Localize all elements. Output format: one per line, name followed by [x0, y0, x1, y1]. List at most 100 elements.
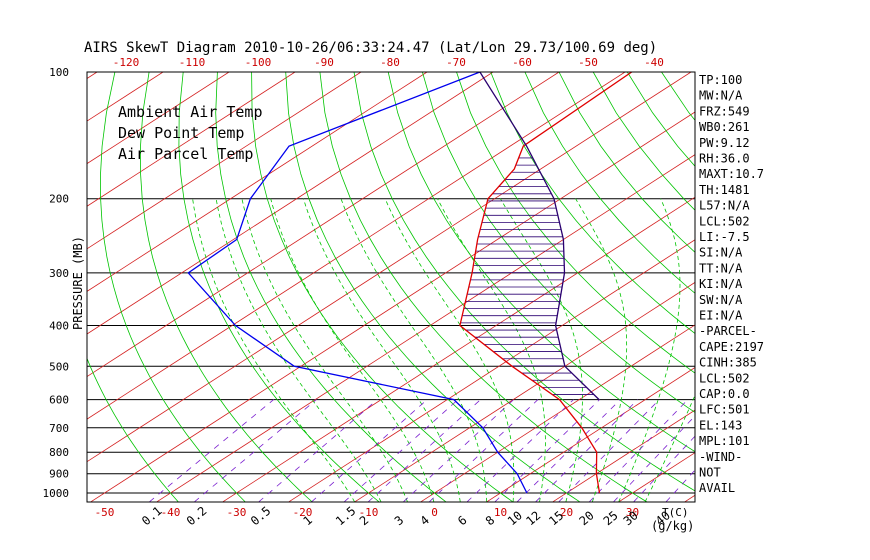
index-row: -PARCEL-	[699, 324, 757, 338]
mixing-ratio-line	[258, 399, 378, 502]
top-tick--60: -60	[512, 56, 532, 69]
moist-adiabat	[215, 198, 382, 502]
dry-adiabat	[661, 72, 695, 121]
moist-adiabat	[192, 198, 356, 502]
series-line-air-parcel-temp	[479, 72, 600, 401]
dry-adiabat	[422, 72, 695, 413]
pressure-label-500: 500	[49, 360, 69, 373]
mixing-ratio-line	[428, 399, 539, 502]
pressure-label-200: 200	[49, 193, 69, 206]
series-line-ambient-air-temp	[459, 72, 633, 494]
legend: Ambient Air Temp Dew Point Temp Air Parc…	[118, 103, 263, 163]
bottom-temperature-ticks: -50 -40 -30 -20 -10 0 10 20 30	[95, 506, 640, 519]
index-row: SI:N/A	[699, 246, 743, 260]
isotherm	[552, 409, 695, 502]
t-unit-label: T(C)	[662, 506, 689, 519]
legend-ambient: Ambient Air Temp	[118, 103, 263, 121]
pressure-tick-labels: 100 200 300 400 500 600 700 800 900 1000	[43, 66, 70, 500]
index-row: LI:-7.5	[699, 230, 750, 244]
mixing-ratio-line	[367, 399, 481, 502]
isotherm	[87, 72, 428, 292]
dry-adiabat	[387, 72, 695, 453]
index-row: KI:N/A	[699, 277, 743, 291]
bottom-tick--10: -10	[359, 506, 379, 519]
dry-adiabat	[798, 72, 870, 502]
isotherm	[87, 72, 494, 335]
mixing-ratio-line	[149, 399, 274, 502]
mixing-ratio-label: 20	[577, 508, 597, 528]
index-row: SW:N/A	[699, 293, 743, 307]
top-tick--80: -80	[380, 56, 400, 69]
index-row: -WIND-	[699, 450, 742, 464]
moist-adiabat	[618, 198, 681, 502]
index-row: WB0:261	[699, 120, 750, 134]
index-row: LCL:502	[699, 371, 750, 385]
mixing-ratio-label: 4	[417, 513, 432, 528]
pressure-label-400: 400	[49, 319, 69, 332]
mixing-ratio-label: 12	[523, 508, 543, 528]
index-row: EL:143	[699, 418, 742, 432]
chart-title: AIRS SkewT Diagram 2010-10-26/06:33:24.4…	[84, 40, 657, 56]
mixing-ratio-line	[194, 399, 317, 502]
dry-adiabat	[490, 72, 695, 334]
moist-adiabat	[575, 198, 628, 502]
isotherm	[817, 72, 870, 502]
bottom-tick-20: 20	[560, 506, 573, 519]
dry-adiabat	[100, 72, 246, 502]
isotherm	[87, 72, 560, 378]
pressure-label-1000: 1000	[43, 487, 70, 500]
legend-dewpoint: Dew Point Temp	[118, 124, 244, 142]
isotherm	[90, 111, 695, 502]
pressure-label-300: 300	[49, 267, 69, 280]
moist-adiabat	[270, 198, 435, 502]
index-row: MPL:101	[699, 434, 750, 448]
index-row: FRZ:549	[699, 104, 750, 118]
bottom-tick--30: -30	[227, 506, 247, 519]
mixing-ratio-line	[558, 399, 660, 502]
isotherm	[87, 72, 692, 463]
isobar-grid	[87, 198, 695, 494]
bottom-tick-10: 10	[494, 506, 507, 519]
pressure-label-800: 800	[49, 446, 69, 459]
index-row: EI:N/A	[699, 309, 743, 323]
dry-adiabat	[867, 72, 870, 502]
mixing-ratio-label: 1	[300, 513, 315, 528]
mixing-ratio-line	[516, 399, 621, 502]
dry-adiabat	[285, 72, 581, 502]
sounding-series	[187, 72, 633, 494]
mixing-ratio-line	[494, 399, 600, 502]
dry-adiabat	[319, 72, 648, 502]
isotherm	[87, 72, 230, 165]
mixing-ratio-label: 3	[392, 513, 407, 528]
bottom-tick--40: -40	[161, 506, 181, 519]
moist-adiabat	[500, 198, 583, 502]
index-row: CAPE:2197	[699, 340, 764, 354]
isotherm	[0, 72, 31, 502]
index-row: RH:36.0	[699, 152, 750, 166]
bottom-tick--20: -20	[293, 506, 313, 519]
isotherm	[288, 239, 695, 502]
plot-frame	[86, 71, 696, 503]
top-temperature-ticks: -120 -110 -100 -90 -80 -70 -60 -50 -40	[113, 56, 664, 69]
isotherm	[87, 72, 626, 420]
top-tick--110: -110	[179, 56, 206, 69]
mixing-ratio-label: 6	[455, 513, 470, 528]
mixing-ratio-label: 0.2	[184, 504, 210, 529]
index-row: TT:N/A	[699, 261, 743, 275]
moist-adiabat	[340, 198, 488, 502]
legend-parcel: Air Parcel Temp	[118, 145, 253, 163]
dry-adiabat	[730, 72, 870, 502]
top-tick--90: -90	[314, 56, 334, 69]
mixing-ratio-line	[613, 415, 695, 502]
bottom-tick-30: 30	[626, 506, 639, 519]
isotherm	[87, 72, 362, 250]
pressure-label-900: 900	[49, 468, 69, 481]
isotherm	[87, 72, 296, 207]
index-row: LCL:502	[699, 214, 750, 228]
bottom-tick-0: 0	[431, 506, 438, 519]
index-row: PW:9.12	[699, 136, 750, 150]
index-row: CINH:385	[699, 356, 757, 370]
